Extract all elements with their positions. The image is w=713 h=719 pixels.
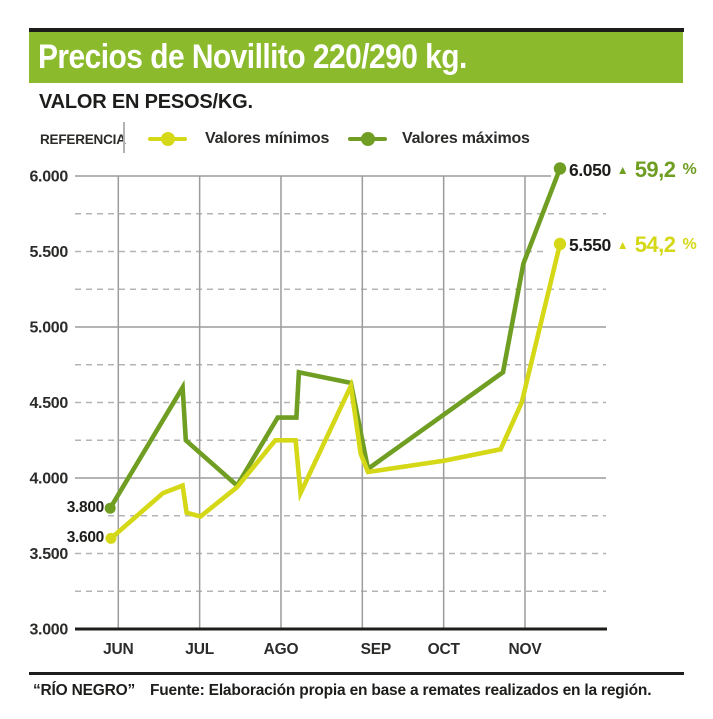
pct-sign-maximos: % xyxy=(682,161,697,178)
y-axis-label: 5.000 xyxy=(29,320,68,337)
pct-change-maximos: 59,2 xyxy=(634,157,676,182)
y-axis-label: 5.500 xyxy=(29,244,68,261)
series-minimos-end-dot xyxy=(553,237,567,251)
legend-label-minimos: Valores mínimos xyxy=(205,130,330,147)
y-axis-label: 4.000 xyxy=(29,471,68,488)
start-value-minimos: 3.600 xyxy=(38,528,104,548)
legend-marker-maximos-icon xyxy=(348,132,387,146)
legend: REFERENCIA Valores mínimos Valores máxim… xyxy=(0,122,713,156)
end-callout-minimos: 5.550 ▲ 54,2 % xyxy=(569,232,697,258)
up-triangle-icon: ▲ xyxy=(616,163,629,177)
x-axis-label: NOV xyxy=(509,641,543,658)
up-triangle-icon: ▲ xyxy=(616,238,629,252)
legend-title: REFERENCIA xyxy=(40,132,126,147)
x-axis-label: AGO xyxy=(264,641,299,658)
legend-marker-minimos-icon xyxy=(148,132,187,146)
x-axis-label: OCT xyxy=(428,641,461,658)
series-maximos-line xyxy=(108,167,563,510)
y-axis-label: 6.000 xyxy=(29,169,68,186)
page-title: Precios de Novillito 220/290 kg. xyxy=(38,38,467,76)
pct-sign-minimos: % xyxy=(682,236,697,253)
series-maximos-start-dot xyxy=(104,502,116,514)
header-bar: Precios de Novillito 220/290 kg. xyxy=(29,32,683,83)
legend-dot-maximos-icon xyxy=(360,132,375,146)
y-axis-label: 3.000 xyxy=(29,622,68,639)
pct-change-minimos: 54,2 xyxy=(634,232,676,257)
y-axis-label: 4.500 xyxy=(29,395,68,412)
end-callout-maximos: 6.050 ▲ 59,2 % xyxy=(569,157,697,183)
legend-label-maximos: Valores máximos xyxy=(402,130,530,147)
series-minimos-start-dot xyxy=(105,532,117,544)
x-axis-label: JUN xyxy=(103,641,133,658)
header-top-strip xyxy=(29,28,684,32)
chart-subtitle: VALOR EN PESOS/KG. xyxy=(39,91,253,113)
end-value-minimos: 5.550 xyxy=(569,234,611,255)
footer-brand: “RÍO NEGRO” xyxy=(33,682,136,699)
x-axis-label: SEP xyxy=(361,641,391,658)
legend-dot-minimos-icon xyxy=(160,132,175,146)
series-minimos-line xyxy=(109,243,563,541)
series-maximos-end-dot xyxy=(553,162,567,175)
legend-divider xyxy=(123,122,125,153)
y-axis-label: 3.500 xyxy=(29,546,68,563)
start-value-maximos: 3.800 xyxy=(38,498,104,518)
x-axis-label: JUL xyxy=(185,641,214,658)
footer-rule xyxy=(29,672,684,675)
footer-source: Fuente: Elaboración propia en base a rem… xyxy=(150,682,652,699)
end-value-maximos: 6.050 xyxy=(569,159,611,180)
